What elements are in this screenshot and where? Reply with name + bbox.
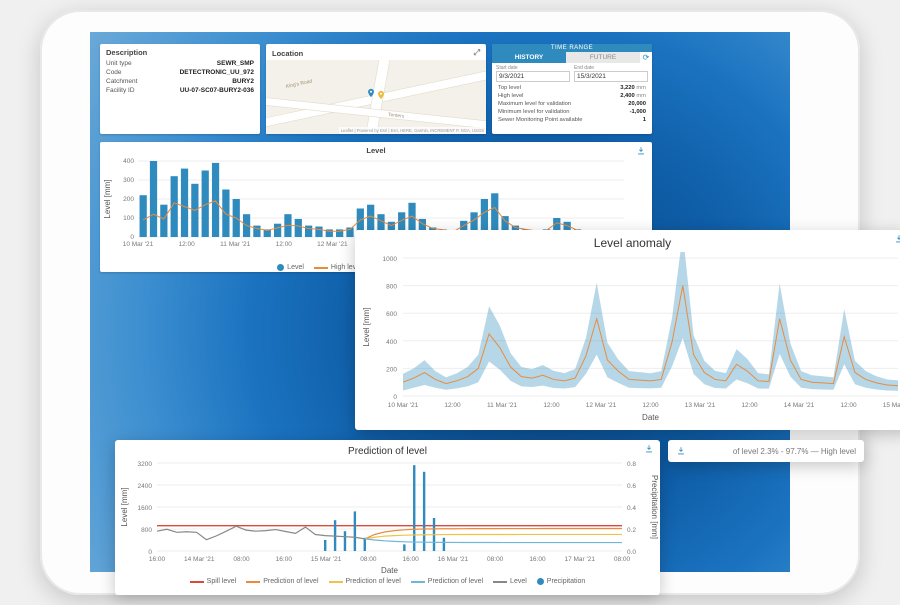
svg-text:16 Mar '21: 16 Mar '21 [438, 556, 469, 563]
anomaly-side-legend: of level 2.3% - 97.7% — High level [668, 440, 864, 462]
svg-text:08:00: 08:00 [487, 556, 504, 563]
road-label: Tenters [388, 112, 405, 120]
timerange-rows: Top level3,220 mmHigh level2,400 mmMaxim… [492, 84, 652, 124]
svg-text:400: 400 [386, 339, 397, 346]
download-icon[interactable] [636, 146, 646, 156]
anomaly-title: Level anomaly [355, 230, 900, 252]
svg-text:2400: 2400 [138, 483, 153, 490]
svg-text:08:00: 08:00 [614, 556, 631, 563]
svg-text:3200: 3200 [138, 461, 153, 468]
svg-text:0: 0 [393, 394, 397, 401]
timerange-card: TIME RANGE HISTORY FUTURE ⟳ Start date 9… [492, 44, 652, 134]
timerange-banner: TIME RANGE [492, 44, 652, 52]
svg-text:13 Mar '21: 13 Mar '21 [685, 402, 716, 409]
map-pin-icon [366, 88, 376, 98]
map-attribution: Leaflet | Powered by Esri | Esri, HERE, … [339, 127, 486, 134]
svg-text:17 Mar '21: 17 Mar '21 [564, 556, 595, 563]
svg-text:Level [mm]: Level [mm] [103, 179, 112, 218]
svg-text:1000: 1000 [383, 256, 398, 263]
svg-text:Date: Date [381, 566, 398, 575]
svg-text:12:00: 12:00 [276, 241, 293, 248]
tab-history[interactable]: HISTORY [492, 52, 566, 63]
svg-text:200: 200 [123, 196, 134, 203]
svg-text:12:00: 12:00 [840, 402, 857, 409]
download-icon[interactable] [894, 234, 900, 244]
end-date-input[interactable]: 15/3/2021 [574, 71, 648, 82]
svg-text:300: 300 [123, 177, 134, 184]
svg-text:Precipitation [mm]: Precipitation [mm] [650, 475, 659, 539]
svg-text:0: 0 [148, 549, 152, 556]
svg-text:200: 200 [386, 366, 397, 373]
svg-text:12 Mar '21: 12 Mar '21 [586, 402, 617, 409]
anomaly-panel: Level anomaly 0 200 400 600 800 1000 10 Mar '2… [355, 230, 900, 430]
svg-text:08:00: 08:00 [233, 556, 250, 563]
svg-text:Level [mm]: Level [mm] [362, 307, 371, 346]
expand-icon[interactable]: ⤢ [474, 48, 480, 58]
refresh-icon[interactable]: ⟳ [640, 53, 652, 62]
svg-text:16:00: 16:00 [402, 556, 419, 563]
svg-text:10 Mar '21: 10 Mar '21 [388, 402, 419, 409]
svg-text:600: 600 [386, 311, 397, 318]
tab-future[interactable]: FUTURE [566, 52, 640, 63]
svg-text:15 Mar '21: 15 Mar '21 [311, 556, 342, 563]
svg-text:Date: Date [642, 413, 659, 422]
svg-text:800: 800 [386, 284, 397, 291]
svg-text:14 Mar '21: 14 Mar '21 [184, 556, 215, 563]
map-pin-alert-icon [376, 90, 386, 100]
svg-text:0.6: 0.6 [627, 483, 636, 490]
download-icon[interactable] [676, 446, 686, 456]
svg-text:15 Mar '21: 15 Mar '21 [883, 402, 900, 409]
location-map[interactable]: King's Road Tenters Leaflet | Powered by… [266, 60, 486, 134]
description-card: Description Unit typeSEWR_SMPCodeDETECTR… [100, 44, 260, 134]
svg-text:0.0: 0.0 [627, 549, 636, 556]
svg-text:16:00: 16:00 [529, 556, 546, 563]
svg-text:400: 400 [123, 158, 134, 165]
prediction-title: Prediction of level [115, 440, 660, 459]
svg-text:16:00: 16:00 [149, 556, 166, 563]
svg-text:16:00: 16:00 [276, 556, 293, 563]
svg-text:Level [mm]: Level [mm] [120, 487, 129, 526]
svg-text:0.8: 0.8 [627, 461, 636, 468]
level-chart-title: Level [100, 142, 652, 157]
svg-text:0.2: 0.2 [627, 527, 636, 534]
prediction-panel: Prediction of level 08001600240032000.00… [115, 440, 660, 595]
prediction-chart: 0 800 1600 2400 3200 0.0 0.2 0.4 0.6 0.8 16:00 14 M… [115, 459, 660, 575]
svg-text:08:00: 08:00 [360, 556, 377, 563]
svg-text:10 Mar '21: 10 Mar '21 [123, 241, 154, 248]
prediction-legend: Spill level Prediction of level Predicti… [115, 575, 660, 590]
description-rows: Unit typeSEWR_SMPCodeDETECTRONIC_UU_972C… [100, 59, 260, 95]
road-label: King's Road [285, 78, 312, 89]
svg-text:0.4: 0.4 [627, 505, 636, 512]
svg-text:12:00: 12:00 [178, 241, 195, 248]
svg-text:12:00: 12:00 [444, 402, 461, 409]
svg-text:800: 800 [141, 527, 152, 534]
svg-text:11 Mar '21: 11 Mar '21 [220, 241, 250, 248]
svg-text:11 Mar '21: 11 Mar '21 [487, 402, 517, 409]
svg-text:0: 0 [130, 234, 134, 241]
anomaly-chart: 0 200 400 600 800 1000 10 Mar '21 12:00 11 Mar '… [355, 252, 900, 424]
svg-text:12:00: 12:00 [543, 402, 560, 409]
svg-text:12:00: 12:00 [642, 402, 659, 409]
location-title: Location [272, 49, 303, 58]
location-card: Location ⤢ King's Road Tenters Leaflet |… [266, 44, 486, 134]
svg-text:14 Mar '21: 14 Mar '21 [784, 402, 815, 409]
download-icon[interactable] [644, 444, 654, 454]
start-date-input[interactable]: 9/3/2021 [496, 71, 570, 82]
svg-text:1600: 1600 [138, 505, 153, 512]
svg-text:100: 100 [123, 215, 134, 222]
svg-text:12:00: 12:00 [741, 402, 758, 409]
description-title: Description [100, 44, 260, 59]
svg-text:12 Mar '21: 12 Mar '21 [317, 241, 348, 248]
